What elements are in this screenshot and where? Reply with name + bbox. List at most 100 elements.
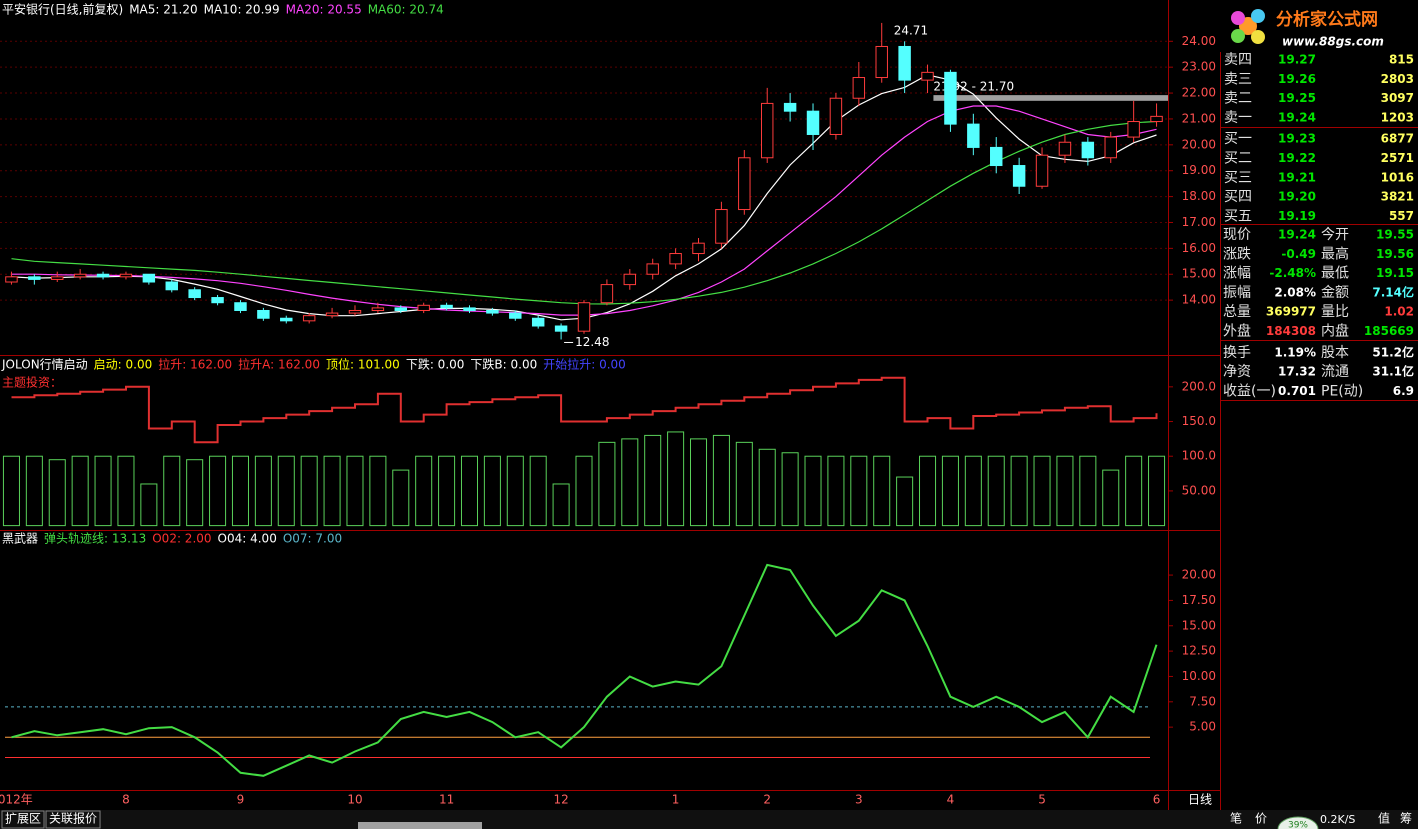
side-tab[interactable]: 值 [1378,811,1390,826]
legend-item: 顶位: 101.00 [326,357,400,372]
bar [163,455,181,527]
y-tick-label: 20.00 [1182,568,1216,582]
side-tab[interactable]: 笔 [1230,811,1242,826]
stat-value: 184308 [1266,324,1316,338]
stat-label: 现价 [1223,227,1251,243]
footer-tab[interactable]: 关联报价 [49,811,97,826]
candle-body [325,312,339,317]
depth-volume: 2571 [1381,151,1414,165]
candle-body [806,110,820,135]
legend-item: 拉升: 162.00 [158,357,232,372]
side-tab[interactable]: 价 [1255,812,1267,826]
candle-body [302,315,316,322]
legend-item: 下跌: 0.00 [406,357,465,372]
bar [71,455,89,527]
depth-price: 19.21 [1278,170,1316,184]
low-label: 12.48 [575,335,609,349]
bar [2,455,20,527]
step-line [11,376,1158,444]
scrollbar[interactable] [358,822,482,829]
bar [1079,455,1097,527]
legend-item: MA20: 20.55 [286,3,362,17]
bar [415,455,433,527]
y-tick-label: 17.50 [1182,593,1216,607]
stat-value: 19.15 [1376,266,1414,280]
panel-title: JOLON行情启动 [1,358,88,372]
stat-label: 最高 [1321,245,1349,262]
stat-value: 51.2亿 [1372,344,1414,359]
candle-body [1127,121,1140,138]
panel-title: 平安银行(日线,前复权) [2,2,123,17]
bar [850,455,868,527]
x-tick-label: 10 [347,793,362,807]
candle-body [669,253,682,265]
candle-body [990,146,1003,167]
stat-value: -2.48% [1269,266,1316,280]
panel-title: 黑武器 [2,532,38,546]
footer-tab-box[interactable] [45,810,101,829]
y-tick-label: 19.00 [1182,163,1216,177]
x-tick-label: 2 [763,793,771,807]
side-tab[interactable]: 筹 [1400,812,1412,826]
candle-body [577,302,591,332]
depth-label: 卖三 [1224,71,1252,87]
x-tick-label: 6 [1153,793,1161,807]
candle-body [486,309,499,314]
legend-item: 拉升A: 162.00 [238,357,320,372]
depth-price: 19.27 [1278,53,1316,67]
candle-body [509,312,522,319]
stat-label: 最低 [1321,266,1349,282]
x-tick-label: 2012年 [0,793,33,807]
footer-bar [0,810,1418,829]
logo-icon [1231,9,1265,44]
y-tick-label: 10.00 [1182,669,1216,683]
stat-value: 19.24 [1278,228,1316,242]
candle-body [211,297,224,304]
bar [804,455,822,527]
y-tick-label: 16.00 [1182,241,1216,255]
candle-body [1035,154,1049,187]
y-tick-label: 15.00 [1182,618,1216,632]
depth-volume: 1203 [1381,110,1414,124]
y-tick-label: 150.0 [1182,414,1216,428]
candle-body [738,157,751,211]
candle-body [73,273,87,278]
footer-tab[interactable]: 扩展区 [5,812,41,826]
stat-label: 换手 [1223,344,1251,361]
candle-body [760,102,774,159]
bar [621,438,639,527]
depth-volume: 1016 [1381,170,1414,184]
stat-label: 收益(一) [1223,383,1276,399]
stat-label: 金额 [1321,285,1349,301]
legend-item: O07: 7.00 [283,532,342,546]
bar [323,455,341,527]
bar [48,459,66,527]
bar [25,455,43,527]
bar [919,455,937,527]
y-tick-label: 15.00 [1182,267,1216,281]
stat-label: 流通 [1321,364,1349,380]
stat-value: 1.02 [1384,305,1414,319]
candle-body [829,97,843,135]
candle-body [921,71,934,81]
speed-percent: 39% [1288,821,1308,829]
stat-label: 总量 [1223,304,1251,320]
candle-body [715,209,728,244]
bar [1148,455,1166,527]
stat-label: 净资 [1223,364,1251,380]
footer-tab-box[interactable] [1,810,45,829]
candle-body [783,102,797,112]
x-tick-label: 3 [855,793,863,807]
depth-price: 19.20 [1278,190,1316,204]
depth-label: 买二 [1224,151,1252,167]
depth-label: 买五 [1224,208,1252,224]
depth-volume: 3097 [1381,91,1414,105]
bar [506,455,524,527]
candle-body [188,289,201,299]
candle-body [1012,165,1026,187]
legend-item: MA10: 20.99 [204,3,280,17]
candle-body [1150,115,1163,123]
logo-url: www.88gs.com [1282,35,1384,49]
candle-body [234,302,247,311]
